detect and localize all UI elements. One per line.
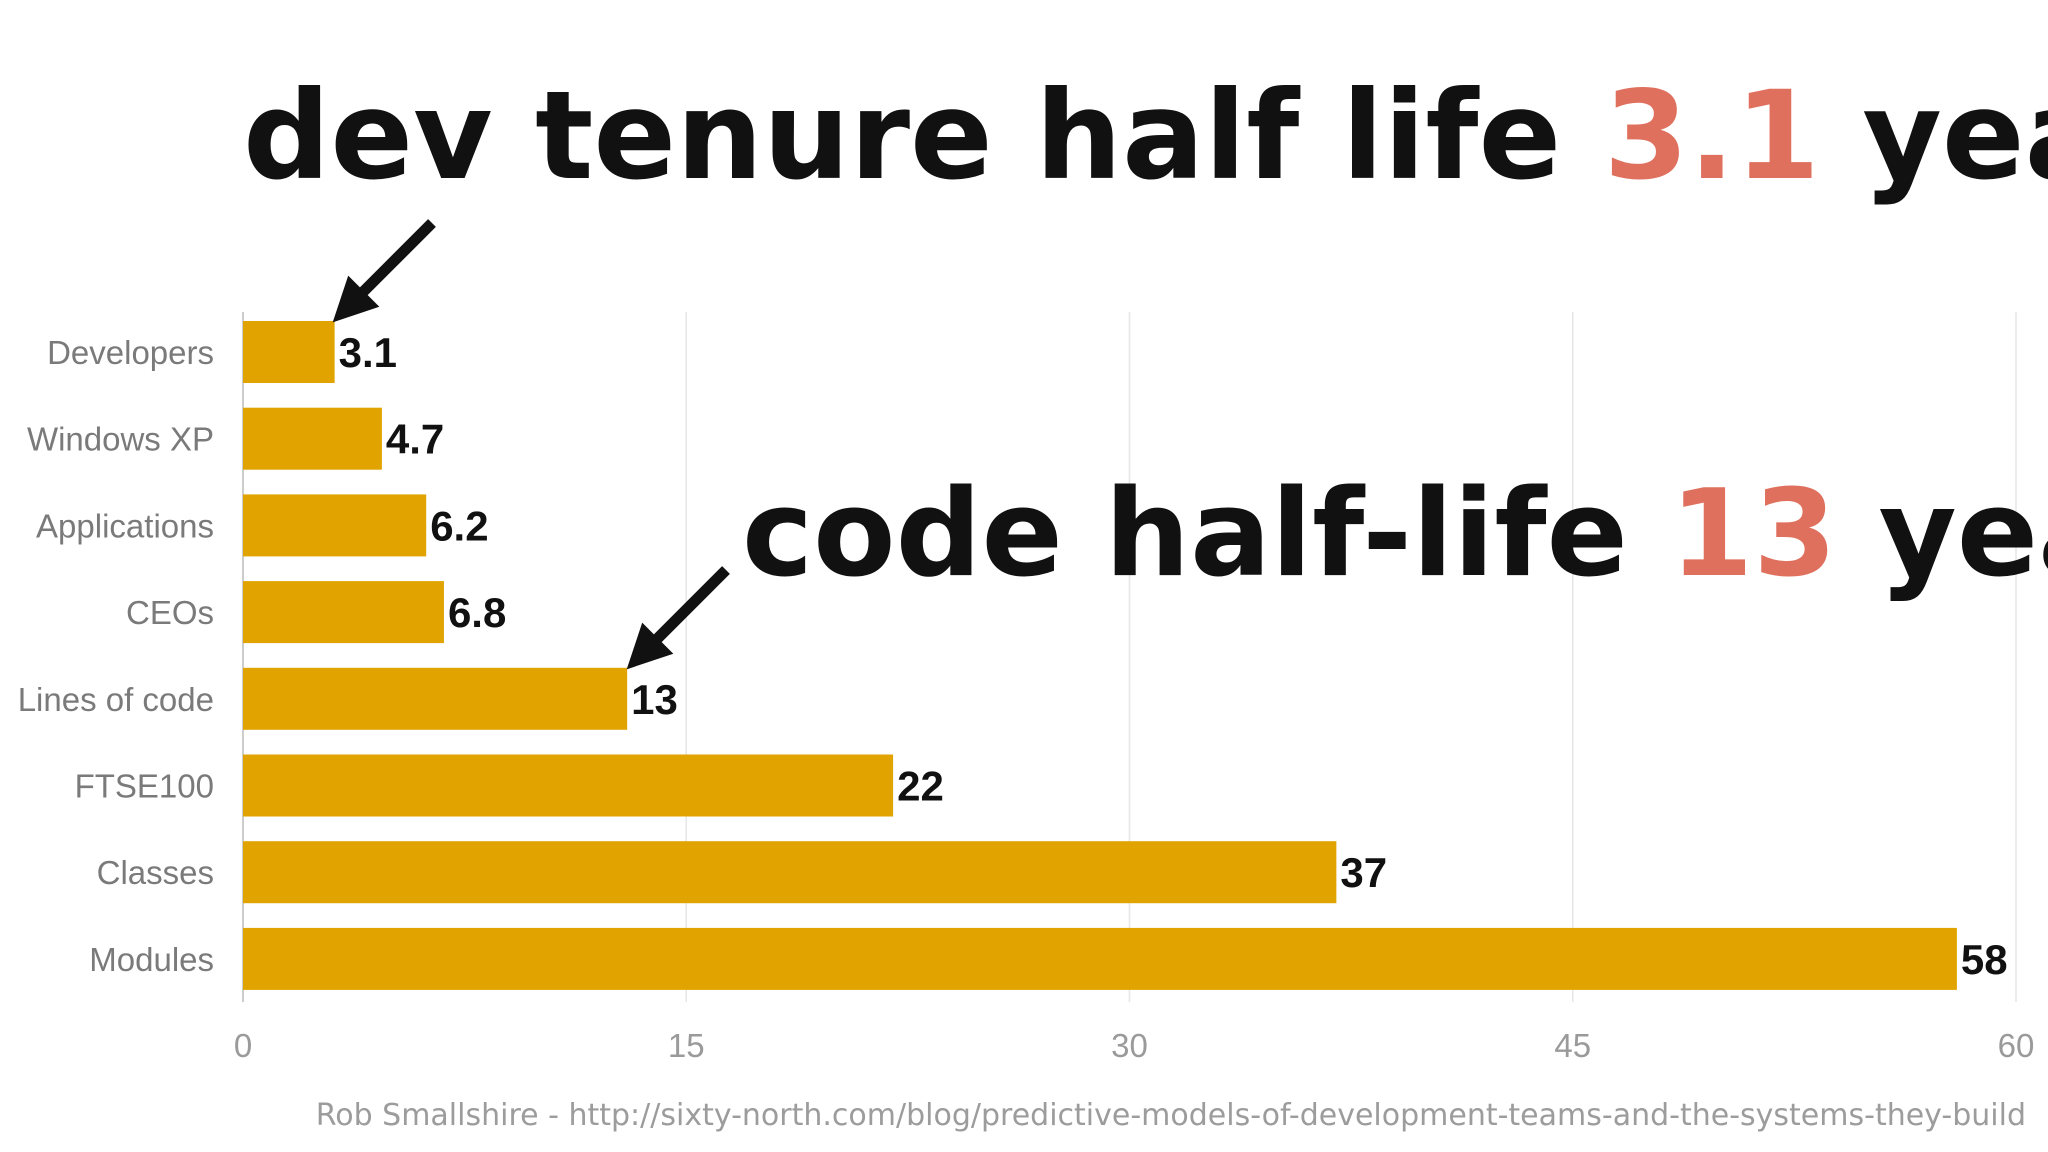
bar-lines-of-code	[243, 667, 628, 730]
bar-ftse100	[243, 754, 894, 817]
x-tick-labels: 0 15 30 45 60	[234, 1027, 2035, 1064]
bar-classes	[243, 841, 1337, 904]
value-label-classes: 37	[1340, 849, 1387, 896]
arrow-to-lines-of-code	[626, 566, 730, 670]
value-label-lines-of-code: 13	[631, 676, 678, 723]
bar-developers	[243, 321, 335, 383]
category-labels: Developers Windows XP Applications CEOs Line…	[18, 334, 214, 978]
headline-code-prefix: code half-life	[742, 465, 1670, 604]
headline-dev-tenure-prefix: dev tenure half life	[243, 65, 1604, 207]
category-label-applications: Applications	[36, 507, 214, 544]
headline-code-half-life: code half-life 13 years	[742, 465, 2048, 604]
bar-windows-xp	[243, 407, 382, 470]
headline-dev-tenure-value: 3.1	[1604, 65, 1820, 207]
value-label-developers: 3.1	[339, 329, 397, 376]
bar-ceos	[243, 581, 444, 644]
category-label-classes: Classes	[97, 854, 214, 891]
category-label-windows-xp: Windows XP	[27, 421, 214, 458]
headline-code-suffix: years	[1837, 465, 2048, 604]
x-tick-45: 45	[1554, 1027, 1591, 1064]
bar-modules	[243, 927, 1957, 990]
x-tick-0: 0	[234, 1027, 252, 1064]
value-label-windows-xp: 4.7	[386, 416, 444, 463]
value-label-ftse100: 22	[897, 763, 944, 810]
x-tick-30: 30	[1111, 1027, 1148, 1064]
headline-dev-tenure-suffix: years	[1820, 65, 2048, 207]
category-label-ftse100: FTSE100	[75, 768, 214, 805]
source-credit: Rob Smallshire - http://sixty-north.com/…	[316, 1098, 2026, 1133]
value-label-applications: 6.2	[430, 502, 488, 549]
value-label-modules: 58	[1961, 936, 2008, 983]
category-label-lines-of-code: Lines of code	[18, 681, 214, 718]
headline-dev-tenure: dev tenure half life 3.1 years	[243, 65, 2048, 207]
bars	[243, 321, 1957, 990]
x-tick-60: 60	[1998, 1027, 2035, 1064]
value-label-ceos: 6.8	[448, 589, 506, 636]
arrow-to-developers	[332, 219, 436, 323]
bar-applications	[243, 494, 427, 557]
value-labels: 3.1 4.7 6.2 6.8 13 22 37 58	[339, 329, 2008, 983]
category-label-ceos: CEOs	[126, 594, 214, 631]
category-label-developers: Developers	[47, 334, 214, 371]
headline-code-value: 13	[1670, 465, 1837, 604]
x-tick-15: 15	[668, 1027, 705, 1064]
category-label-modules: Modules	[89, 941, 214, 978]
